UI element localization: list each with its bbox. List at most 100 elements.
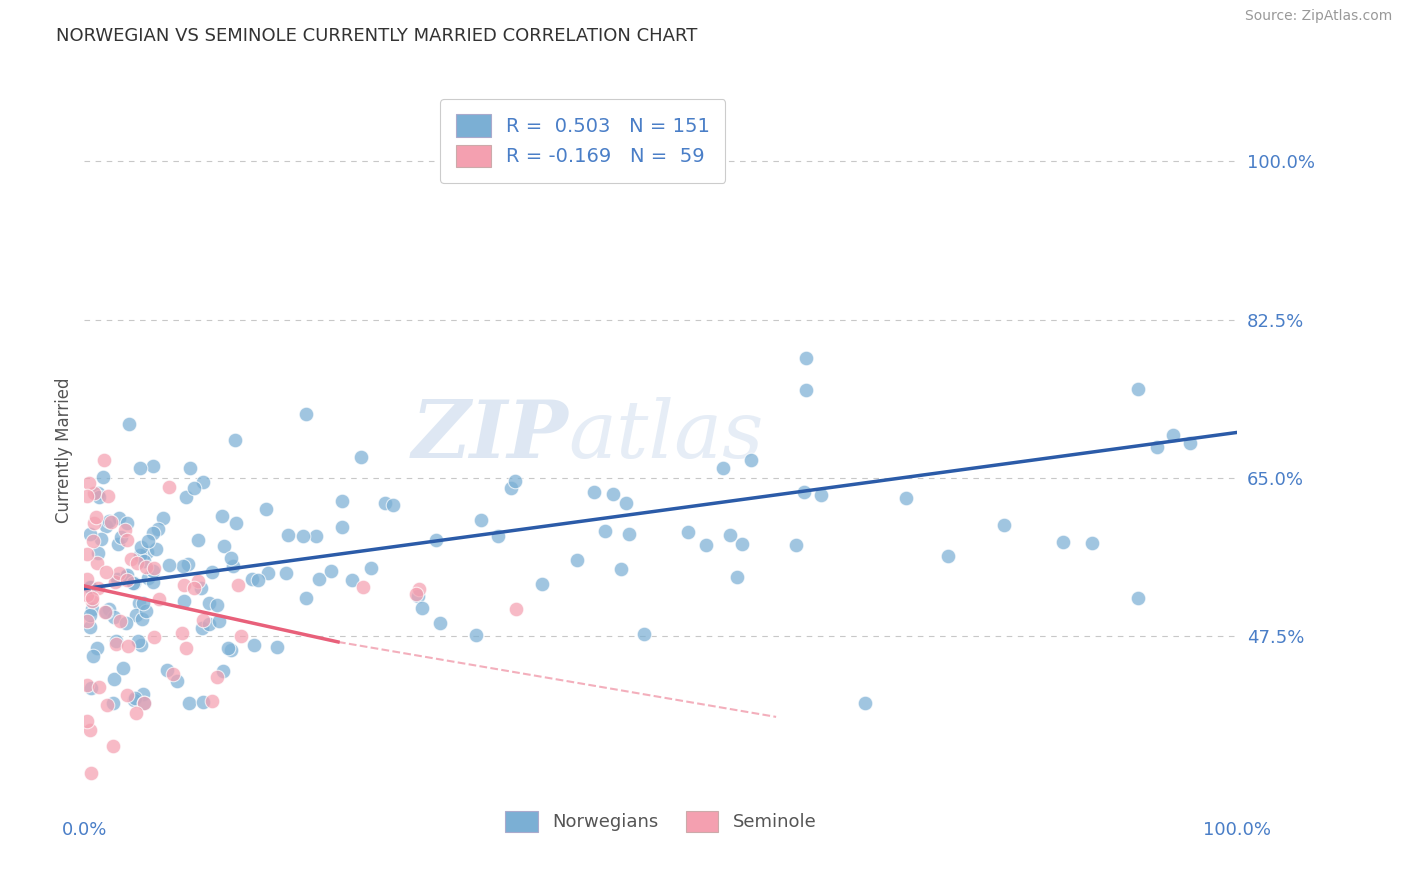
Point (321, 565, 343, 579)
Point (254, 502, 277, 516)
Point (695, 538, 717, 552)
Point (211, 508, 233, 523)
Point (143, 560, 166, 574)
Point (225, 516, 247, 530)
Point (83, 486, 105, 500)
Point (125, 706, 148, 720)
Point (340, 573, 363, 587)
Point (1126, 382, 1149, 396)
Point (221, 551, 243, 566)
Point (76, 614, 98, 628)
Point (122, 575, 145, 590)
Point (89, 680, 111, 694)
Point (294, 591, 316, 606)
Point (122, 575, 145, 590)
Point (76, 547, 98, 561)
Point (157, 480, 180, 494)
Point (108, 510, 131, 524)
Point (470, 513, 492, 527)
Point (191, 475, 214, 490)
Point (405, 587, 427, 601)
Point (122, 693, 145, 707)
Point (142, 575, 165, 590)
Point (76, 678, 98, 692)
Point (208, 615, 231, 629)
Point (87, 582, 110, 596)
Point (190, 621, 212, 635)
Point (135, 604, 157, 618)
Point (84, 510, 107, 524)
Point (79, 607, 101, 622)
Point (177, 557, 200, 571)
Point (98, 602, 121, 616)
Point (112, 661, 135, 675)
Point (408, 582, 430, 596)
Point (87, 545, 110, 559)
Point (76, 714, 98, 729)
Point (198, 617, 221, 632)
Point (465, 628, 488, 642)
Point (257, 566, 280, 580)
Point (132, 554, 155, 568)
Point (138, 571, 160, 585)
Point (720, 528, 742, 542)
Point (193, 613, 215, 627)
Point (131, 687, 153, 701)
Point (148, 592, 170, 607)
Point (157, 558, 180, 572)
Point (1163, 428, 1185, 442)
Point (406, 589, 429, 603)
Point (162, 666, 184, 681)
Point (429, 616, 451, 631)
Text: ZIP: ZIP (412, 397, 568, 475)
Point (219, 642, 242, 657)
Point (128, 548, 150, 562)
Point (1178, 435, 1201, 450)
Point (187, 533, 209, 547)
Point (1146, 441, 1168, 455)
Point (79, 580, 101, 594)
Point (176, 490, 198, 504)
Point (993, 518, 1015, 533)
Point (374, 496, 396, 510)
Point (76, 572, 98, 586)
Point (308, 572, 330, 586)
Point (243, 638, 266, 652)
Point (108, 566, 131, 580)
Point (332, 519, 354, 533)
Point (240, 572, 263, 586)
Point (96, 698, 118, 712)
Point (567, 553, 589, 567)
Point (86, 485, 108, 500)
Point (794, 351, 817, 365)
Point (1080, 536, 1102, 550)
Point (1052, 534, 1074, 549)
Point (190, 582, 212, 596)
Point (936, 549, 959, 563)
Point (103, 672, 125, 686)
Point (295, 407, 318, 421)
Point (76, 589, 98, 603)
Point (135, 545, 157, 559)
Point (114, 523, 136, 537)
Point (146, 522, 169, 536)
Point (94, 565, 117, 579)
Point (266, 640, 288, 654)
Point (198, 596, 221, 610)
Point (136, 534, 159, 549)
Point (793, 484, 815, 499)
Point (740, 453, 762, 467)
Point (129, 461, 152, 475)
Point (212, 664, 235, 678)
Point (172, 559, 194, 574)
Point (224, 433, 246, 447)
Point (530, 577, 553, 591)
Point (80, 681, 103, 695)
Point (79, 527, 101, 541)
Point (610, 562, 633, 576)
Point (678, 525, 700, 540)
Point (330, 494, 353, 508)
Point (201, 565, 224, 579)
Point (156, 664, 179, 678)
Point (505, 602, 527, 616)
